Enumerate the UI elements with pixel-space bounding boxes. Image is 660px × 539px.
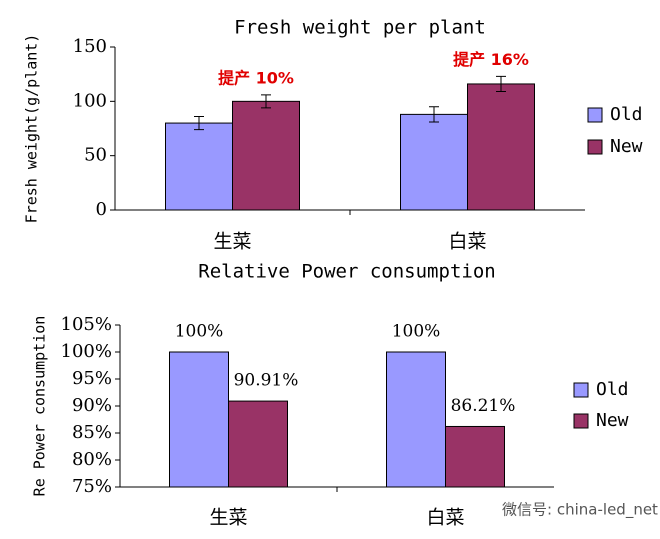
y-tick-label: 105% — [61, 314, 112, 335]
bar — [165, 122, 233, 211]
bar — [467, 83, 535, 211]
annotation: 提产 16% — [453, 50, 529, 69]
y-axis-label: Fresh weight(g/plant) — [23, 34, 41, 224]
y-tick-label: 100 — [73, 90, 107, 111]
y-tick-label: 50 — [84, 145, 107, 166]
y-tick-label: 90% — [72, 395, 112, 416]
legend-swatch — [587, 107, 603, 123]
legend-label: Old — [596, 379, 629, 400]
y-tick-label: 80% — [72, 449, 112, 470]
annotation: 提产 10% — [218, 68, 294, 87]
data-label: 90.91% — [234, 371, 299, 391]
data-label: 100% — [392, 322, 441, 342]
bar — [386, 351, 446, 488]
x-tick-label: 白菜 — [426, 507, 464, 529]
data-label: 100% — [175, 322, 224, 342]
error-bar — [261, 94, 271, 109]
x-tick-label: 生菜 — [209, 507, 247, 529]
legend-label: New — [596, 410, 629, 431]
bar — [228, 400, 288, 488]
bar — [400, 113, 468, 211]
y-tick-label: 75% — [72, 476, 112, 497]
error-bar — [429, 106, 439, 123]
bar — [232, 100, 300, 211]
data-label: 86.21% — [451, 396, 516, 416]
x-tick-label: 白菜 — [448, 231, 486, 253]
y-axis-label: Re Power consumption — [31, 316, 49, 497]
bar — [445, 425, 505, 488]
legend-swatch — [573, 382, 589, 398]
bar — [169, 351, 229, 488]
y-tick-label: 95% — [72, 368, 112, 389]
y-tick-label: 150 — [73, 36, 107, 57]
x-tick-label: 生菜 — [213, 231, 251, 253]
error-bar — [194, 116, 204, 131]
y-tick-label: 0 — [96, 199, 107, 220]
error-bar — [496, 75, 506, 93]
y-tick-label: 100% — [61, 341, 112, 362]
legend-swatch — [573, 413, 589, 429]
y-tick-label: 85% — [72, 422, 112, 443]
legend-label: Old — [610, 104, 643, 125]
chart-title: Relative Power consumption — [198, 261, 495, 283]
legend-swatch — [587, 139, 603, 155]
legend-label: New — [610, 136, 643, 157]
watermark: 微信号: china-led_net — [502, 501, 658, 520]
chart-title: Fresh weight per plant — [234, 17, 486, 39]
